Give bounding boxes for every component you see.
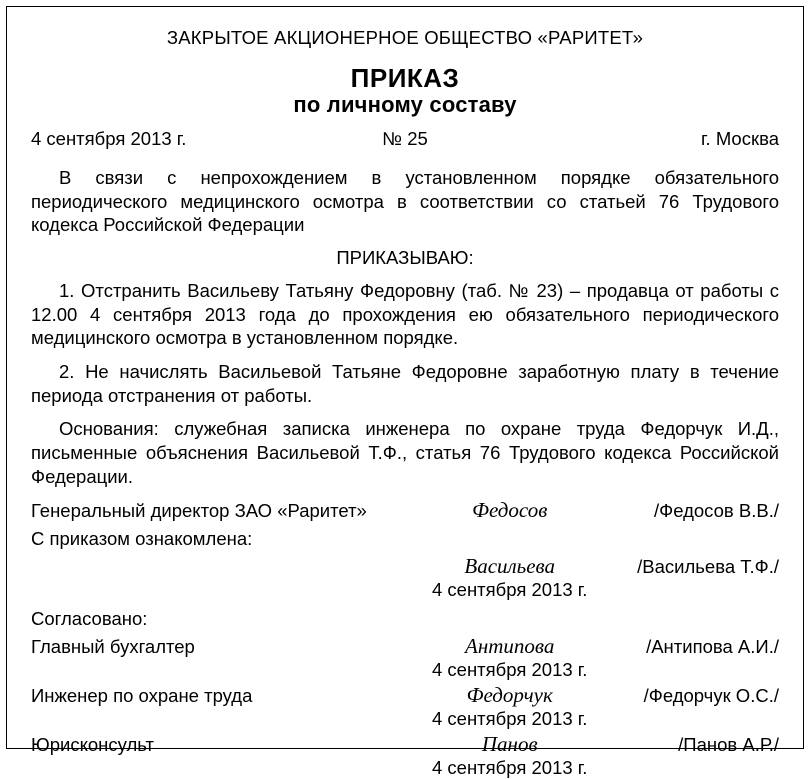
agreed-0-name: /Антипова А.И./ <box>599 636 779 658</box>
meta-number: № 25 <box>280 128 529 150</box>
agreed-1-sign: Федорчук 4 сентября 2013 г. <box>420 685 600 730</box>
grounds: Основания: служебная записка инженера по… <box>31 417 779 488</box>
meta-city: г. Москва <box>530 128 779 150</box>
director-script: Федосов <box>420 500 600 521</box>
director-role: Генеральный директор ЗАО «Раритет» <box>31 500 420 522</box>
acquainted-sign: Васильева 4 сентября 2013 г. <box>420 556 600 601</box>
director-name: /Федосов В.В./ <box>599 500 779 522</box>
acquainted-script: Васильева <box>420 556 600 577</box>
acquainted-name: /Васильева Т.Ф./ <box>599 556 779 578</box>
agreed-2-sign: Панов 4 сентября 2013 г. <box>420 734 600 779</box>
agreed-2-date: 4 сентября 2013 г. <box>420 757 600 779</box>
title-main: ПРИКАЗ <box>31 63 779 94</box>
meta-date: 4 сентября 2013 г. <box>31 128 280 150</box>
agreed-0-sign: Антипова 4 сентября 2013 г. <box>420 636 600 681</box>
agreed-2-role: Юрисконсульт <box>31 734 420 756</box>
agreed-0-role: Главный бухгалтер <box>31 636 420 658</box>
acquainted-label: С приказом ознакомлена: <box>31 528 779 550</box>
title-sub: по личному составу <box>31 92 779 118</box>
signature-agreed-2: Юрисконсульт Панов 4 сентября 2013 г. /П… <box>31 734 779 779</box>
agreed-1-date: 4 сентября 2013 г. <box>420 708 600 730</box>
signature-director: Генеральный директор ЗАО «Раритет» Федос… <box>31 500 779 522</box>
organization-name: ЗАКРЫТОЕ АКЦИОНЕРНОЕ ОБЩЕСТВО «РАРИТЕТ» <box>31 27 779 49</box>
order-item-2: 2. Не начислять Васильевой Татьяне Федор… <box>31 360 779 407</box>
acquainted-date: 4 сентября 2013 г. <box>420 579 600 601</box>
order-item-1: 1. Отстранить Васильеву Татьяну Федоровн… <box>31 279 779 350</box>
decree-word: ПРИКАЗЫВАЮ: <box>31 247 779 269</box>
agreed-0-date: 4 сентября 2013 г. <box>420 659 600 681</box>
agreed-1-script: Федорчук <box>420 685 600 706</box>
signature-agreed-0: Главный бухгалтер Антипова 4 сентября 20… <box>31 636 779 681</box>
signature-agreed-1: Инженер по охране труда Федорчук 4 сентя… <box>31 685 779 730</box>
agreed-1-name: /Федорчук О.С./ <box>599 685 779 707</box>
agreed-1-role: Инженер по охране труда <box>31 685 420 707</box>
title-block: ПРИКАЗ по личному составу <box>31 63 779 118</box>
agreed-2-name: /Панов А.Р./ <box>599 734 779 756</box>
agreed-0-script: Антипова <box>420 636 600 657</box>
meta-row: 4 сентября 2013 г. № 25 г. Москва <box>31 128 779 150</box>
agreed-2-script: Панов <box>420 734 600 755</box>
agreed-label: Согласовано: <box>31 608 779 630</box>
director-sign: Федосов <box>420 500 600 521</box>
document-frame: ЗАКРЫТОЕ АКЦИОНЕРНОЕ ОБЩЕСТВО «РАРИТЕТ» … <box>6 6 804 749</box>
preamble: В связи с непрохождением в установленном… <box>31 166 779 237</box>
signature-acquainted: Васильева 4 сентября 2013 г. /Васильева … <box>31 556 779 601</box>
signature-block: Генеральный директор ЗАО «Раритет» Федос… <box>31 500 779 779</box>
